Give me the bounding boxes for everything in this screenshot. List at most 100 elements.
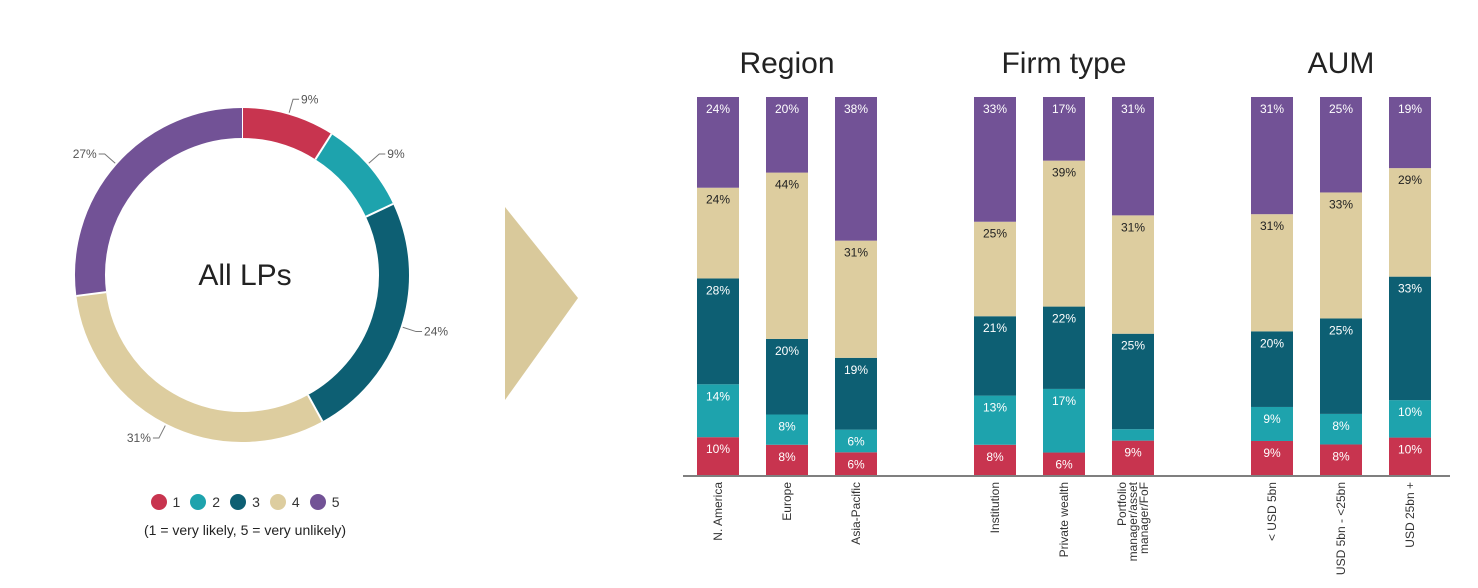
bar-segment-2 bbox=[1320, 413, 1362, 445]
bar-value-label: 25% bbox=[1329, 102, 1353, 116]
bar-segment-5 bbox=[1043, 97, 1085, 161]
bar-segment-5 bbox=[766, 97, 808, 173]
bar-segment-5 bbox=[1389, 97, 1431, 169]
bar-value-label: 8% bbox=[1332, 449, 1350, 463]
bar-value-label: 33% bbox=[1398, 282, 1422, 296]
bar-value-label: 20% bbox=[1260, 336, 1284, 350]
donut-separator bbox=[76, 291, 107, 297]
bar-segment-2 bbox=[974, 395, 1016, 445]
bar-value-label: 20% bbox=[775, 344, 799, 358]
bar-value-label: 13% bbox=[983, 401, 1007, 415]
donut-slice-label: 31% bbox=[127, 431, 151, 445]
bar-segment-1 bbox=[835, 452, 877, 475]
bar-segment-1 bbox=[974, 444, 1016, 475]
bar-segment-3 bbox=[697, 278, 739, 385]
bar-value-label: 33% bbox=[983, 102, 1007, 116]
category-label: manager/asset bbox=[1126, 481, 1140, 561]
legend-swatch-icon bbox=[269, 494, 286, 510]
legend-items: 1 2 3 4 5 bbox=[100, 494, 390, 510]
bar-segment-2 bbox=[1043, 388, 1085, 453]
donut-slice-3 bbox=[307, 203, 409, 422]
bar-value-label: 31% bbox=[1121, 220, 1145, 234]
bar-segment-1 bbox=[697, 437, 739, 475]
bar-value-label: 6% bbox=[1055, 458, 1073, 472]
bar-value-label: 9% bbox=[1124, 446, 1142, 460]
bar-segment-4 bbox=[766, 172, 808, 339]
bar-segment-2 bbox=[835, 429, 877, 453]
bar-segment-3 bbox=[1251, 331, 1293, 407]
bar-segment-1 bbox=[1320, 444, 1362, 475]
bar-segment-1 bbox=[1251, 440, 1293, 475]
donut-separator bbox=[365, 202, 394, 218]
bar-value-label: 8% bbox=[778, 420, 796, 434]
bar-value-label: 8% bbox=[986, 450, 1004, 464]
legend: 1 2 3 4 5 (1 = very likely, 5 = very unlikel… bbox=[100, 494, 390, 538]
bar-value-label: 10% bbox=[706, 442, 730, 456]
legend-item-5: 5 bbox=[309, 494, 340, 510]
bar-segment-3 bbox=[766, 338, 808, 415]
stacked-bar-chart: 10% 14% 28% 24% 24% N. America 8% 8% 20% 44% 20% Eu… bbox=[683, 47, 1450, 575]
bar-value-label: 8% bbox=[1332, 419, 1350, 433]
bar-segment-3 bbox=[1389, 276, 1431, 401]
legend-swatch-icon bbox=[230, 494, 247, 510]
bar-value-label: 9% bbox=[1263, 446, 1281, 460]
donut-slice-2 bbox=[315, 133, 394, 218]
bar-segment-3 bbox=[835, 357, 877, 430]
donut-slice-label: 9% bbox=[301, 92, 319, 106]
bar-value-label: 24% bbox=[706, 193, 730, 207]
bar-segment-2 bbox=[697, 384, 739, 438]
donut-slice-4 bbox=[76, 291, 323, 442]
bar-segment-2 bbox=[1251, 406, 1293, 441]
donut-leader-line bbox=[288, 98, 300, 113]
bar-segment-1 bbox=[766, 444, 808, 475]
bar-segment-4 bbox=[1320, 192, 1362, 319]
bar-value-label: 19% bbox=[1398, 102, 1422, 116]
donut-slice-label: 24% bbox=[424, 325, 448, 339]
bar-value-label: 17% bbox=[1052, 102, 1076, 116]
category-label: < USD 5bn bbox=[1265, 482, 1279, 541]
bar-value-label: 19% bbox=[844, 363, 868, 377]
bar-segment-2 bbox=[1112, 429, 1154, 441]
category-label: Asia-Pacific bbox=[849, 482, 863, 545]
bar-value-label: 39% bbox=[1052, 166, 1076, 180]
bar-value-label: 8% bbox=[778, 450, 796, 464]
legend-item-1: 1 bbox=[150, 494, 181, 510]
category-label: USD 25bn + bbox=[1403, 482, 1417, 548]
bar-value-label: 25% bbox=[983, 227, 1007, 241]
category-label: Portfolio bbox=[1115, 482, 1129, 526]
legend-swatch-icon bbox=[309, 494, 326, 510]
bar-value-label: 10% bbox=[1398, 405, 1422, 419]
legend-label: 1 bbox=[172, 494, 181, 510]
bar-value-label: 33% bbox=[1329, 197, 1353, 211]
bar-segment-2 bbox=[766, 414, 808, 445]
donut-leader-line bbox=[98, 153, 116, 164]
bar-segment-5 bbox=[974, 97, 1016, 222]
bar-value-label: 14% bbox=[706, 389, 730, 403]
legend-item-2: 2 bbox=[190, 494, 220, 510]
bar-segment-4 bbox=[974, 221, 1016, 317]
bar-value-label: 21% bbox=[983, 321, 1007, 335]
bar-value-label: 10% bbox=[1398, 443, 1422, 457]
bar-segment-4 bbox=[697, 187, 739, 279]
bar-value-label: 29% bbox=[1398, 173, 1422, 187]
donut-slice-1 bbox=[241, 108, 332, 160]
legend-item-3: 3 bbox=[230, 494, 260, 510]
bar-segment-1 bbox=[1112, 440, 1154, 475]
transition-arrow-icon bbox=[505, 207, 578, 400]
bar-value-label: 44% bbox=[775, 178, 799, 192]
legend-swatch-icon bbox=[150, 494, 167, 510]
bar-segment-1 bbox=[1389, 437, 1431, 475]
legend-label: 5 bbox=[331, 494, 340, 510]
bar-segment-5 bbox=[697, 97, 739, 188]
legend-note: (1 = very likely, 5 = very unlikely) bbox=[143, 522, 347, 538]
category-label: Private wealth bbox=[1057, 482, 1071, 557]
bar-value-label: 20% bbox=[775, 102, 799, 116]
donut-slice-5 bbox=[75, 108, 243, 296]
bar-segment-5 bbox=[1320, 97, 1362, 193]
bar-value-label: 17% bbox=[1052, 394, 1076, 408]
bar-segment-3 bbox=[1112, 333, 1154, 430]
bar-value-label: 9% bbox=[1263, 412, 1281, 426]
bar-value-label: 22% bbox=[1052, 312, 1076, 326]
bar-value-label: 38% bbox=[844, 102, 868, 116]
donut-center-label: All LPs bbox=[198, 259, 291, 292]
